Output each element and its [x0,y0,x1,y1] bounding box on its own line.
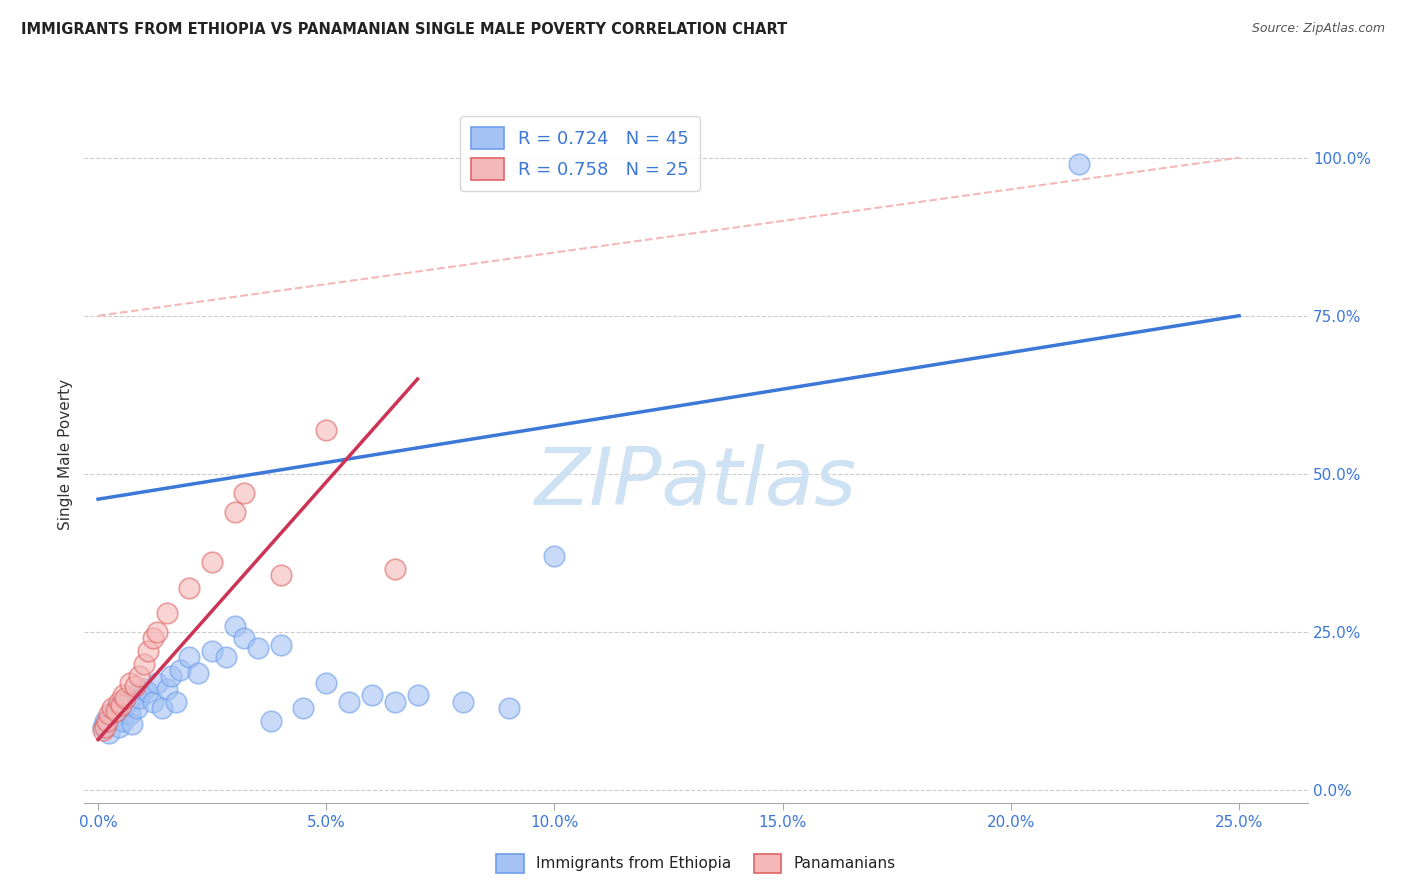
Point [384,562,406,576]
Point [96,714,118,728]
Point [155,681,177,696]
Point [124,688,146,702]
Point [169,663,191,677]
Point [100,707,122,722]
Point [406,688,429,702]
Point [224,618,246,632]
Point [233,632,256,646]
Point [94,720,117,734]
Point [270,638,292,652]
Point [315,423,337,437]
Point [1069,157,1091,171]
Point [165,695,187,709]
Point [100,701,122,715]
Point [110,698,132,712]
Point [91,720,114,734]
Point [246,640,269,655]
Point [160,669,183,683]
Text: Source: ZipAtlas.com: Source: ZipAtlas.com [1251,22,1385,36]
Point [146,625,169,640]
Point [114,698,136,712]
Point [270,568,292,582]
Point [107,695,129,709]
Point [451,695,474,709]
Point [201,556,224,570]
Point [118,675,141,690]
Point [384,695,406,709]
Point [361,688,384,702]
Point [117,695,139,709]
Point [233,486,256,500]
Point [179,581,201,595]
Point [201,644,224,658]
Point [260,714,283,728]
Text: ZIPatlas: ZIPatlas [534,443,858,522]
Point [98,707,121,722]
Point [146,675,169,690]
Point [543,549,565,563]
Point [91,723,114,737]
Point [110,704,132,718]
Point [337,695,360,709]
Point [498,701,520,715]
Point [112,714,135,728]
Point [96,716,118,731]
Point [187,666,209,681]
Point [132,657,155,671]
Point [98,726,121,740]
Point [179,650,201,665]
Point [105,704,128,718]
Point [142,695,165,709]
Legend: Immigrants from Ethiopia, Panamanians: Immigrants from Ethiopia, Panamanians [489,847,903,879]
Point [155,606,177,620]
Point [114,691,136,706]
Point [142,632,165,646]
Point [94,714,117,728]
Point [315,675,337,690]
Point [125,701,148,715]
Text: IMMIGRANTS FROM ETHIOPIA VS PANAMANIAN SINGLE MALE POVERTY CORRELATION CHART: IMMIGRANTS FROM ETHIOPIA VS PANAMANIAN S… [21,22,787,37]
Point [118,707,141,722]
Point [128,669,150,683]
Point [292,701,315,715]
Point [107,720,129,734]
Point [136,644,159,658]
Point [224,505,246,519]
Point [124,679,146,693]
Point [103,710,125,724]
Point [128,691,150,706]
Point [215,650,238,665]
Point [121,716,143,731]
Y-axis label: Single Male Poverty: Single Male Poverty [58,379,73,531]
Point [150,701,173,715]
Point [105,701,128,715]
Point [136,685,159,699]
Point [112,688,135,702]
Point [132,681,155,696]
